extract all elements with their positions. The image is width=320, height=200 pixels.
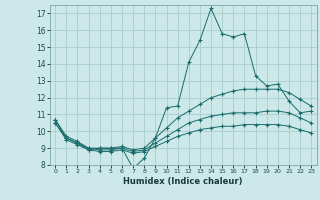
X-axis label: Humidex (Indice chaleur): Humidex (Indice chaleur) [124,177,243,186]
